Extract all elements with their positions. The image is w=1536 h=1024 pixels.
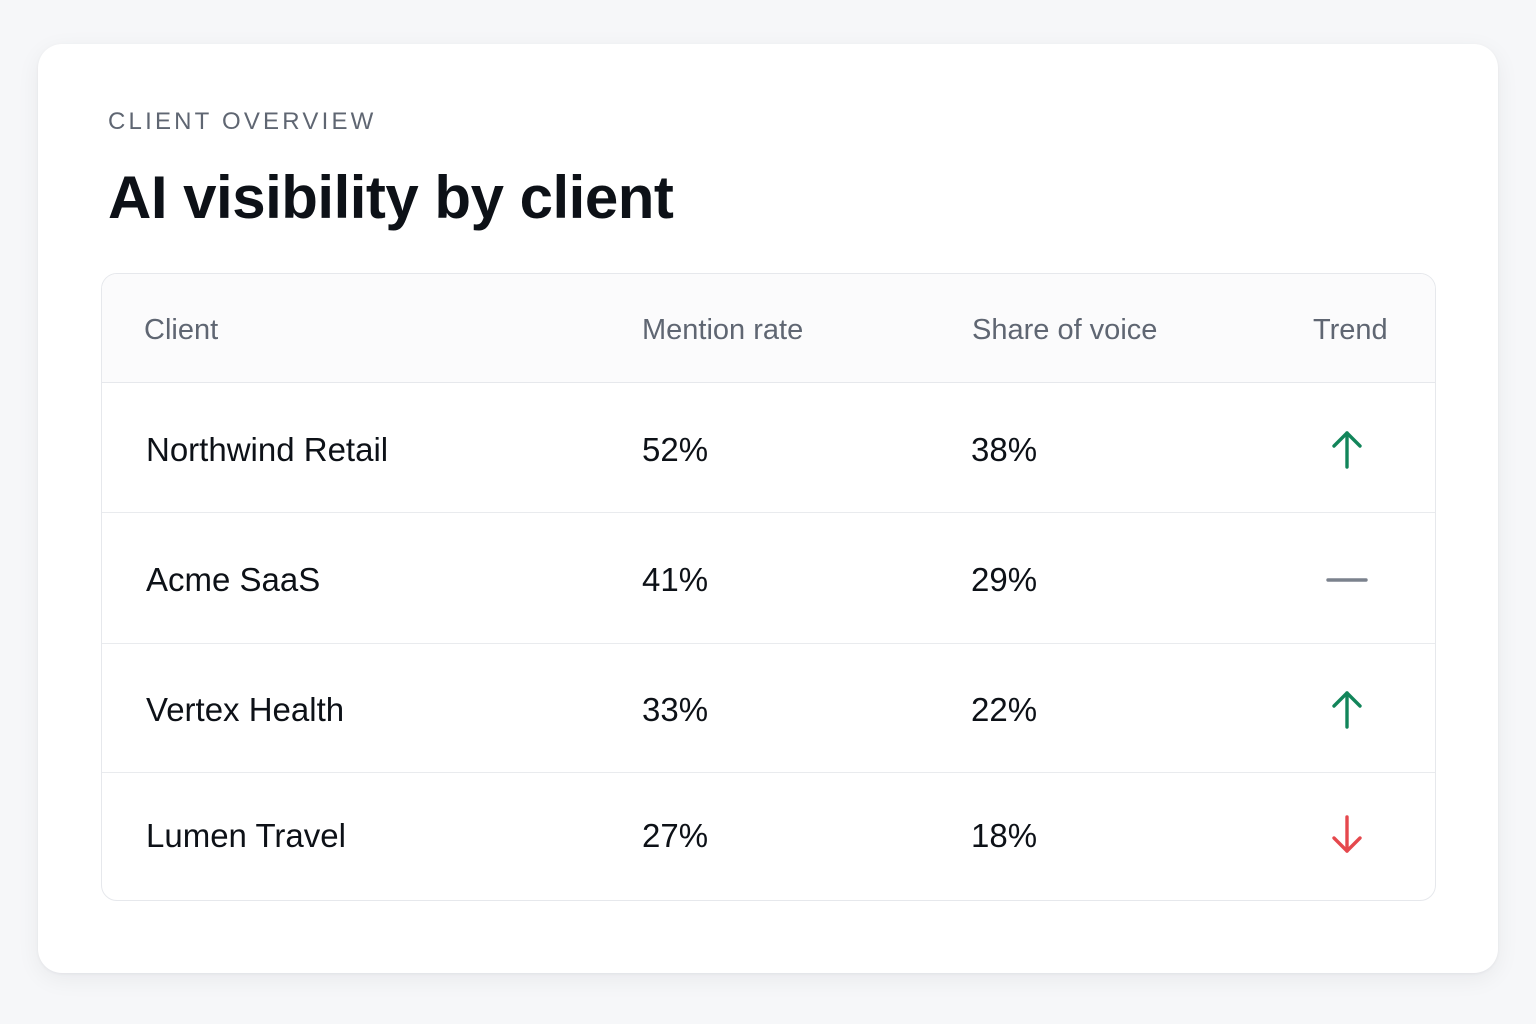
page-title: AI visibility by client — [108, 164, 674, 231]
share-of-voice-value: 18% — [971, 817, 1038, 854]
visibility-table: Client Mention rate Share of voice Trend… — [101, 273, 1436, 901]
mention-rate-value: 33% — [642, 691, 709, 728]
table-header: Client Mention rate Share of voice Trend — [102, 274, 1435, 383]
dash-icon — [1323, 556, 1371, 604]
table-row[interactable]: Vertex Health 33% 22% — [102, 644, 1435, 773]
share-of-voice-value: 38% — [971, 431, 1038, 468]
column-header-trend[interactable]: Trend — [1313, 314, 1388, 346]
client-name: Vertex Health — [146, 691, 345, 728]
arrow-down-icon — [1323, 811, 1371, 859]
column-header-mention-rate[interactable]: Mention rate — [642, 314, 804, 346]
client-name: Lumen Travel — [146, 817, 346, 854]
table-row[interactable]: Lumen Travel 27% 18% — [102, 773, 1435, 900]
client-name: Northwind Retail — [146, 431, 389, 468]
share-of-voice-value: 22% — [971, 691, 1038, 728]
table-row[interactable]: Northwind Retail 52% 38% — [102, 383, 1435, 513]
arrow-up-icon — [1323, 425, 1371, 473]
mention-rate-value: 52% — [642, 431, 709, 468]
client-overview-card: CLIENT OVERVIEW AI visibility by client … — [38, 44, 1498, 973]
mention-rate-value: 27% — [642, 817, 709, 854]
table-row[interactable]: Acme SaaS 41% 29% — [102, 513, 1435, 644]
column-header-client[interactable]: Client — [144, 314, 219, 346]
column-header-share-of-voice[interactable]: Share of voice — [972, 314, 1158, 346]
share-of-voice-value: 29% — [971, 561, 1038, 598]
client-name: Acme SaaS — [146, 561, 321, 598]
section-eyebrow: CLIENT OVERVIEW — [108, 108, 377, 135]
arrow-up-icon — [1323, 685, 1371, 733]
mention-rate-value: 41% — [642, 561, 709, 598]
